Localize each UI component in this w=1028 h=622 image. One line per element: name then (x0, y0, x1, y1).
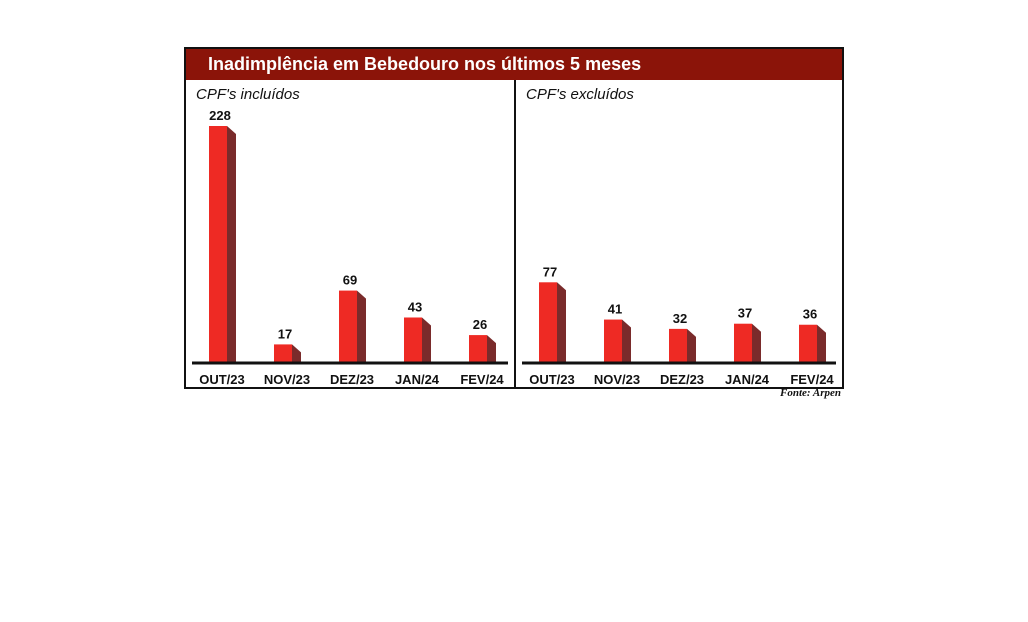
bar-out-23 (209, 126, 236, 362)
bar-front (734, 323, 752, 362)
bar-front (274, 344, 292, 362)
data-label: 32 (673, 311, 687, 326)
x-tick-label: FEV/24 (460, 372, 504, 387)
bar-front (209, 126, 227, 362)
bar-side (817, 324, 826, 362)
bar-jan-24 (734, 323, 761, 362)
x-tick-label: DEZ/23 (660, 372, 704, 387)
panel-included: CPF's incluídos 228 OUT/23 17 NOV/23 69 DEZ/2… (186, 80, 514, 387)
data-label: 43 (408, 299, 422, 314)
source-note: Fonte: Arpen (779, 387, 841, 399)
panel-title-excluded: CPF's excluídos (526, 86, 634, 103)
bar-front (339, 290, 357, 362)
panel-title-included: CPF's incluídos (196, 86, 300, 103)
data-label: 77 (543, 264, 557, 279)
bar-side (292, 344, 301, 362)
panel-divider (514, 80, 516, 387)
chart-excluded: 77 OUT/23 41 NOV/23 32 DEZ/23 37 JAN/24 36 FEV/24 (522, 264, 836, 387)
data-label: 228 (209, 108, 231, 123)
chart-included: 228 OUT/23 17 NOV/23 69 DEZ/23 43 JAN/24 26 FEV/2… (192, 108, 508, 387)
bar-front (669, 328, 687, 362)
data-label: 69 (343, 273, 357, 288)
bar-front (539, 282, 557, 362)
bar-front (469, 335, 487, 362)
bar-side (752, 323, 761, 362)
x-tick-label: OUT/23 (199, 372, 245, 387)
bar-nov-23 (274, 344, 301, 362)
bar-front (799, 324, 817, 362)
x-tick-label: FEV/24 (790, 372, 834, 387)
bar-side (487, 335, 496, 362)
chart-title: Inadimplência em Bebedouro nos últimos 5… (186, 49, 842, 80)
bar-jan-24 (404, 317, 431, 362)
data-label: 36 (803, 307, 817, 322)
bar-fev-24 (799, 324, 826, 362)
bar-side (687, 328, 696, 362)
data-label: 41 (608, 302, 622, 317)
bar-side (622, 319, 631, 362)
bar-side (357, 290, 366, 362)
bar-front (604, 319, 622, 362)
bar-dez-23 (339, 290, 366, 362)
data-label: 17 (278, 326, 292, 341)
bar-nov-23 (604, 319, 631, 362)
data-label: 26 (473, 317, 487, 332)
bar-out-23 (539, 282, 566, 362)
x-tick-label: JAN/24 (395, 372, 440, 387)
bar-side (557, 282, 566, 362)
x-tick-label: DEZ/23 (330, 372, 374, 387)
x-tick-label: NOV/23 (594, 372, 640, 387)
bar-fev-24 (469, 335, 496, 362)
x-tick-label: NOV/23 (264, 372, 310, 387)
chart-frame: Inadimplência em Bebedouro nos últimos 5… (184, 47, 844, 389)
panel-excluded: CPF's excluídos 77 OUT/23 41 NOV/23 32 DEZ/23… (516, 80, 842, 387)
bar-side (227, 126, 236, 362)
bar-front (404, 317, 422, 362)
bar-dez-23 (669, 328, 696, 362)
x-tick-label: OUT/23 (529, 372, 575, 387)
x-tick-label: JAN/24 (725, 372, 770, 387)
data-label: 37 (738, 306, 752, 321)
bar-side (422, 317, 431, 362)
